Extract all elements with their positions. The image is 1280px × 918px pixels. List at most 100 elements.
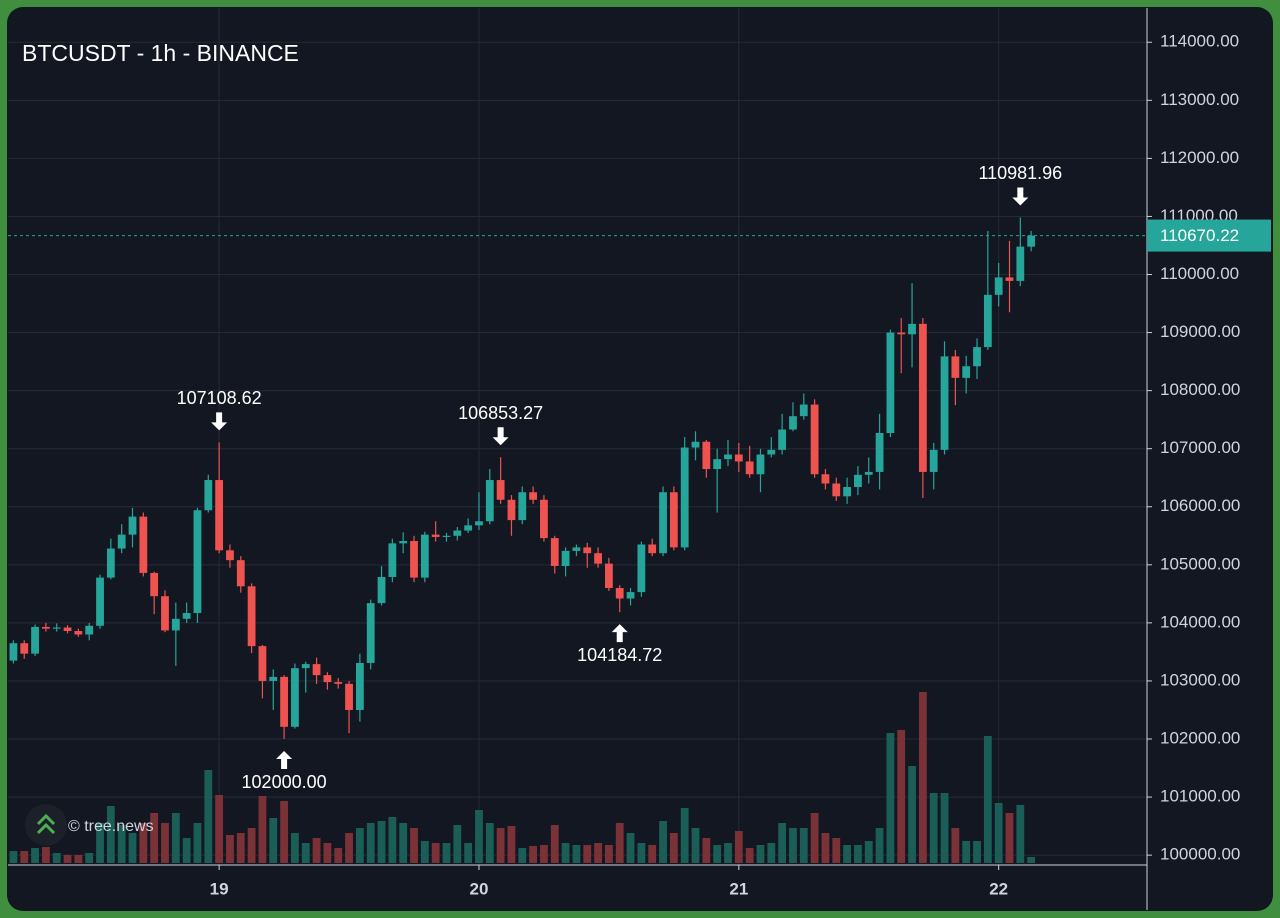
volume-bar: [485, 823, 494, 863]
volume-bar: [778, 823, 787, 863]
volume-bar: [583, 845, 592, 863]
candle-body: [854, 474, 862, 488]
candle-body: [291, 668, 299, 727]
volume-bar: [280, 801, 288, 863]
candle-body: [366, 603, 375, 663]
volume-bar: [691, 828, 700, 863]
volume-bar: [745, 848, 754, 863]
chart-title: BTCUSDT - 1h - BINANCE: [22, 40, 299, 66]
volume-bar: [464, 843, 473, 863]
candle-body: [864, 471, 873, 475]
volume-bar: [1016, 805, 1025, 863]
y-tick-label: 106000.00: [1160, 496, 1240, 515]
volume-bar: [193, 823, 202, 863]
volume-bar: [605, 845, 613, 863]
volume-bar: [410, 828, 418, 863]
candle-body: [918, 323, 927, 472]
volume-bar: [973, 841, 981, 863]
volume-bar: [41, 847, 50, 863]
candle-body: [334, 682, 343, 684]
candle-body: [236, 560, 245, 587]
candle-body: [269, 676, 278, 681]
logo-chevrons: [36, 813, 56, 835]
volume-bar: [864, 841, 873, 863]
annotation-label: 106853.27: [458, 403, 543, 423]
volume-bar: [74, 855, 83, 863]
x-tick-label: 21: [729, 879, 748, 898]
volume-bar: [399, 823, 408, 863]
candle-body: [215, 480, 224, 551]
watermark-logo: [25, 804, 67, 846]
volume-bar: [951, 828, 960, 863]
candle-body: [442, 535, 451, 537]
candle-body: [52, 627, 61, 629]
volume-bar: [52, 853, 61, 863]
volume-bar: [204, 770, 213, 863]
candle-body: [583, 547, 592, 554]
candle-body: [323, 675, 332, 683]
volume-bar: [182, 838, 191, 863]
volume-bar: [85, 853, 94, 863]
candle-body: [572, 547, 581, 551]
candle-body: [680, 447, 689, 548]
volume-bar: [572, 845, 581, 863]
candle-body: [843, 487, 851, 497]
volume-bar: [431, 843, 440, 863]
volume-bar: [31, 848, 39, 863]
volume-bar: [161, 823, 169, 863]
candle-body: [745, 461, 754, 475]
volume-bar: [9, 851, 18, 863]
candle-body: [983, 294, 992, 348]
candle-body: [204, 480, 213, 511]
candle-body: [626, 592, 635, 599]
volume-bar: [789, 828, 797, 863]
candle-body: [63, 627, 72, 632]
volume-bar: [540, 845, 548, 863]
candle-body: [529, 492, 538, 500]
candle-body: [96, 577, 104, 626]
candle-body: [637, 544, 646, 593]
candle-body: [410, 541, 418, 578]
volume-bar: [843, 845, 851, 863]
candle-body: [951, 356, 960, 378]
last-price-label: 110670.22: [1160, 226, 1239, 245]
candle-body: [702, 441, 711, 470]
y-tick-label: 109000.00: [1160, 322, 1240, 341]
volume-bar: [929, 793, 938, 863]
annotation-arrow: [611, 624, 628, 643]
candle-body: [561, 550, 570, 566]
annotation-label: 102000.00: [242, 772, 327, 792]
volume-bar: [63, 855, 72, 863]
y-tick-label: 104000.00: [1160, 612, 1240, 631]
volume-bar: [236, 833, 245, 863]
volume-layer: [9, 692, 1036, 863]
volume-bar: [453, 825, 462, 863]
volume-bar: [442, 843, 451, 863]
candle-body: [734, 454, 743, 462]
volume-bar: [908, 766, 916, 863]
volume-bar: [20, 851, 29, 863]
candle-body: [182, 613, 191, 619]
candle-body: [117, 534, 126, 549]
annotation-arrow: [211, 412, 228, 431]
volume-bar: [550, 825, 559, 863]
annotation-arrow: [492, 427, 509, 446]
candle-body: [507, 499, 516, 521]
volume-bar: [334, 848, 343, 863]
volume-bar: [810, 813, 819, 863]
volume-bar: [475, 810, 483, 863]
volume-bar: [269, 818, 278, 863]
volume-bar: [388, 817, 397, 863]
volume-bar: [886, 733, 895, 863]
candle-body: [161, 596, 169, 631]
volume-bar: [669, 833, 678, 863]
volume-bar: [626, 833, 635, 863]
volume-bar: [615, 823, 624, 863]
volume-bar: [680, 808, 689, 863]
y-tick-label: 113000.00: [1160, 90, 1239, 109]
candle-body: [713, 459, 722, 470]
volume-bar: [637, 843, 646, 863]
candle-body: [724, 454, 732, 460]
